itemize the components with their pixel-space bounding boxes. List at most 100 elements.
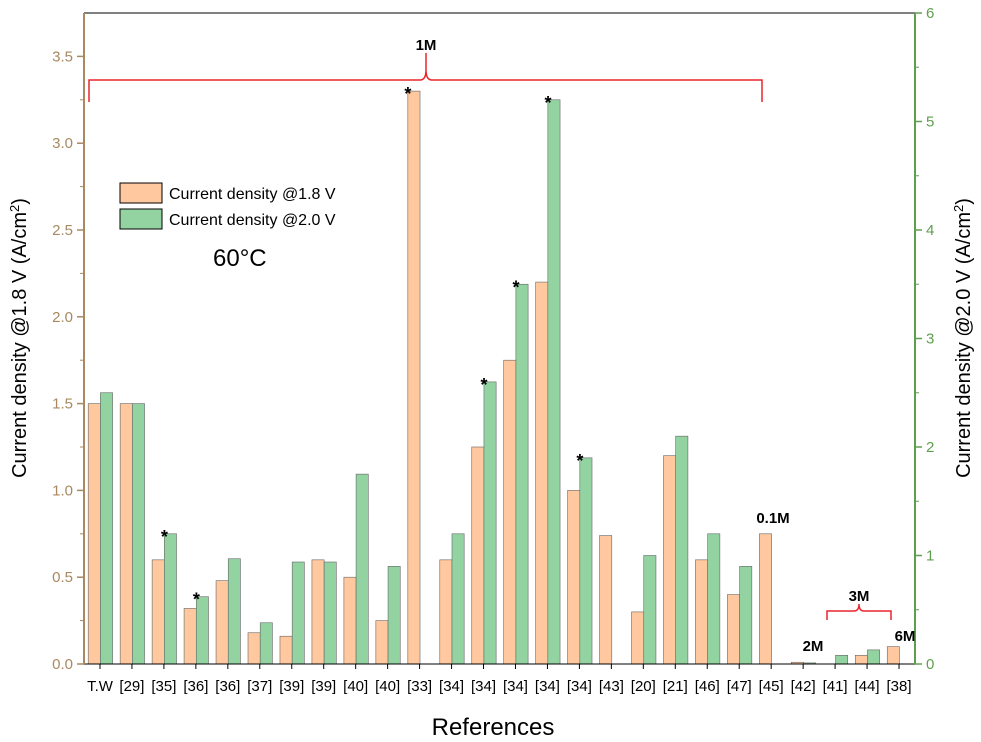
annotation-2m: 2M xyxy=(803,638,824,655)
bar-1-8v-17 xyxy=(631,611,645,665)
bar-2-0v-19 xyxy=(707,533,721,665)
category-label: [46] xyxy=(695,678,720,695)
bar-2-0v-5 xyxy=(259,622,273,665)
annotation-0-1m: 0.1M xyxy=(756,510,789,527)
legend: Current density @1.8 V Current density @… xyxy=(119,182,336,230)
bar-1-8v-18 xyxy=(663,455,677,665)
right-tick-label: 1 xyxy=(926,548,934,565)
category-label: [43] xyxy=(599,678,624,695)
bar-2-0v-20 xyxy=(739,566,753,665)
temperature-label: 60°C xyxy=(213,245,267,272)
bar-2-0v-18 xyxy=(675,435,689,665)
bar-2-0v-14 xyxy=(547,99,561,665)
bar-2-0v-23 xyxy=(835,655,849,665)
category-label: [44] xyxy=(855,678,880,695)
left-tick-label: 3.0 xyxy=(52,135,73,152)
legend-label-2-0v: Current density @2.0 V xyxy=(169,212,336,229)
bar-1-8v-0 xyxy=(87,403,101,665)
star-marker-0: * xyxy=(161,527,168,547)
bar-1-8v-5 xyxy=(247,632,261,665)
bar-1-8v-16 xyxy=(599,535,613,665)
category-label: [20] xyxy=(631,678,656,695)
category-label: [34] xyxy=(439,678,464,695)
right-tick-label: 4 xyxy=(926,222,934,239)
left-tick-label: 2.5 xyxy=(52,222,73,239)
annotation-6m: 6M xyxy=(895,628,916,645)
star-marker-5: * xyxy=(544,93,551,113)
bar-1-8v-15 xyxy=(567,490,581,665)
category-label: [47] xyxy=(727,678,752,695)
bar-1-8v-25 xyxy=(886,646,900,665)
bar-1-8v-3 xyxy=(183,608,197,665)
bar-1-8v-9 xyxy=(375,620,389,665)
category-label: [39] xyxy=(311,678,336,695)
bar-2-0v-8 xyxy=(355,473,369,665)
star-marker-4: * xyxy=(512,277,519,297)
bar-2-0v-6 xyxy=(291,561,305,665)
bar-1-8v-24 xyxy=(854,655,868,665)
bar-1-8v-11 xyxy=(439,559,453,665)
bar-1-8v-12 xyxy=(471,446,485,665)
star-markers-group: * * * * * * * xyxy=(161,84,584,610)
left-tick-label: 0.0 xyxy=(52,656,73,673)
right-tick-label: 2 xyxy=(926,439,934,456)
bar-1-8v-21 xyxy=(759,533,772,665)
left-tick-label: 0.5 xyxy=(52,569,73,586)
category-label: [34] xyxy=(471,678,496,695)
bar-1-8v-8 xyxy=(343,576,357,665)
bar-2-0v-15 xyxy=(579,457,593,665)
bar-2-0v-13 xyxy=(515,283,529,665)
bar-2-0v-0 xyxy=(100,392,113,665)
bar-2-0v-1 xyxy=(132,403,145,665)
category-label: [40] xyxy=(375,678,400,695)
bar-1-8v-14 xyxy=(535,281,549,665)
star-marker-6: * xyxy=(576,451,583,471)
category-label: [37] xyxy=(247,678,272,695)
bar-2-0v-17 xyxy=(643,555,657,665)
bar-1-8v-7 xyxy=(311,559,325,665)
left-y-axis-title: Current density @1.8 V (A/cm2) xyxy=(7,198,32,478)
bar-2-0v-4 xyxy=(227,558,241,665)
x-ticks: T.W [29] [35] [36] [36] [37] [39] [39] [40] [40] [… xyxy=(87,664,912,695)
category-label: T.W xyxy=(87,678,114,695)
bracket-3m xyxy=(826,603,892,620)
bar-1-8v-20 xyxy=(727,594,740,665)
left-tick-label: 1.0 xyxy=(52,482,73,499)
left-y-ticks: 0.0 0.5 1.0 1.5 2.0 2.5 3.0 3.5 xyxy=(52,48,84,673)
category-label: [33] xyxy=(407,678,432,695)
legend-swatch-1-8v xyxy=(119,182,163,204)
bar-2-0v-7 xyxy=(323,561,337,665)
bar-1-8v-1 xyxy=(119,403,133,665)
category-label: [29] xyxy=(119,678,144,695)
category-label: [39] xyxy=(279,678,304,695)
category-label: [41] xyxy=(823,678,848,695)
category-label: [34] xyxy=(535,678,560,695)
annotation-3m: 3M xyxy=(849,588,870,605)
category-label: [21] xyxy=(663,678,688,695)
bar-1-8v-4 xyxy=(215,580,229,665)
right-tick-label: 5 xyxy=(926,114,934,131)
bar-2-0v-9 xyxy=(387,566,401,665)
category-label: [42] xyxy=(791,678,816,695)
category-label: [38] xyxy=(887,678,912,695)
right-tick-label: 6 xyxy=(926,5,934,22)
right-tick-label: 3 xyxy=(926,331,934,348)
right-y-ticks: 0 1 2 3 4 5 6 xyxy=(915,5,934,673)
bar-1-8v-10 xyxy=(407,90,421,665)
bar-1-8v-19 xyxy=(695,559,708,665)
bars-group xyxy=(87,90,900,665)
legend-swatch-2-0v xyxy=(119,208,163,230)
bar-2-0v-24 xyxy=(867,649,880,665)
star-marker-1: * xyxy=(193,590,200,610)
bar-1-8v-2 xyxy=(151,559,165,665)
category-label: [34] xyxy=(503,678,528,695)
star-marker-3: * xyxy=(481,375,488,395)
left-tick-label: 3.5 xyxy=(52,48,73,65)
category-label: [45] xyxy=(759,678,784,695)
left-tick-label: 1.5 xyxy=(52,396,73,413)
bracket-1m xyxy=(88,53,763,102)
right-y-axis-title: Current density @2.0 V (A/cm2) xyxy=(951,198,976,478)
star-marker-2: * xyxy=(404,84,411,104)
